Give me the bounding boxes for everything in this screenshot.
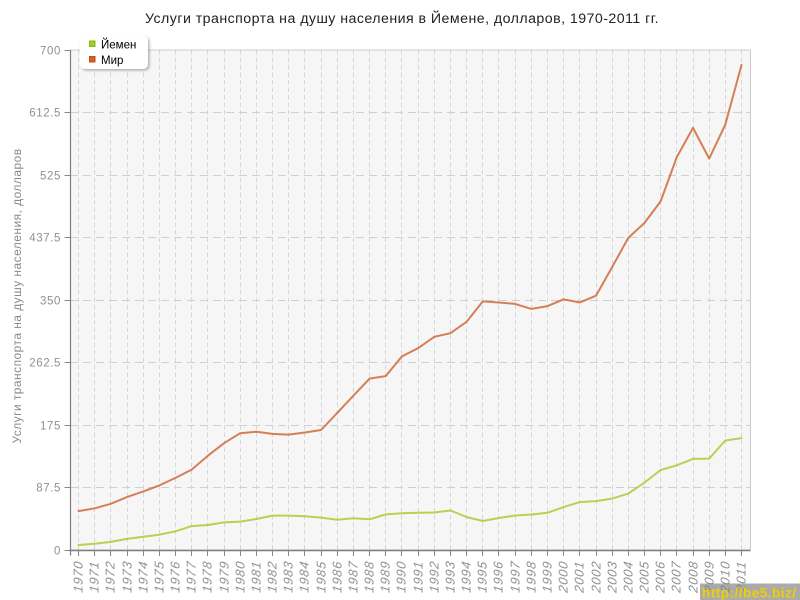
svg-text:0: 0 bbox=[54, 545, 61, 557]
svg-text:Услуги транспорта на душу насе: Услуги транспорта на душу населения, дол… bbox=[10, 148, 24, 443]
svg-text:350: 350 bbox=[40, 295, 61, 307]
svg-text:262.5: 262.5 bbox=[29, 357, 61, 369]
svg-text:1975: 1975 bbox=[151, 560, 166, 594]
svg-text:1981: 1981 bbox=[248, 560, 263, 594]
svg-text:1974: 1974 bbox=[135, 560, 150, 594]
svg-text:2006: 2006 bbox=[652, 560, 667, 595]
svg-text:1985: 1985 bbox=[313, 560, 328, 594]
svg-text:http://be5.biz/: http://be5.biz/ bbox=[702, 586, 797, 600]
svg-text:1971: 1971 bbox=[86, 560, 101, 594]
svg-text:2002: 2002 bbox=[588, 560, 603, 595]
svg-text:87.5: 87.5 bbox=[36, 482, 61, 494]
svg-text:Услуги транспорта на душу насе: Услуги транспорта на душу населения в Йе… bbox=[145, 9, 659, 27]
svg-text:1993: 1993 bbox=[442, 560, 457, 594]
svg-text:2003: 2003 bbox=[604, 560, 619, 595]
svg-text:2008: 2008 bbox=[685, 560, 700, 595]
svg-text:1999: 1999 bbox=[539, 560, 554, 594]
svg-text:1976: 1976 bbox=[167, 560, 182, 594]
svg-text:2007: 2007 bbox=[668, 560, 683, 595]
svg-text:1986: 1986 bbox=[329, 560, 344, 594]
svg-text:1978: 1978 bbox=[199, 560, 214, 594]
svg-text:1983: 1983 bbox=[280, 560, 295, 594]
svg-text:1994: 1994 bbox=[458, 560, 473, 594]
svg-text:1972: 1972 bbox=[102, 560, 117, 594]
svg-text:612.5: 612.5 bbox=[29, 107, 61, 119]
svg-text:1973: 1973 bbox=[119, 560, 134, 594]
svg-text:1989: 1989 bbox=[377, 560, 392, 594]
svg-text:1998: 1998 bbox=[523, 560, 538, 594]
svg-text:1980: 1980 bbox=[232, 560, 247, 594]
svg-text:Мир: Мир bbox=[101, 55, 123, 67]
svg-text:1988: 1988 bbox=[361, 560, 376, 594]
svg-text:2004: 2004 bbox=[620, 560, 635, 595]
svg-text:525: 525 bbox=[40, 170, 61, 182]
svg-text:1992: 1992 bbox=[426, 560, 441, 594]
svg-text:1995: 1995 bbox=[474, 560, 489, 594]
svg-text:1984: 1984 bbox=[296, 560, 311, 594]
svg-text:1982: 1982 bbox=[264, 560, 279, 594]
svg-text:1977: 1977 bbox=[183, 560, 198, 594]
svg-text:175: 175 bbox=[40, 420, 61, 432]
svg-text:1990: 1990 bbox=[393, 560, 408, 594]
svg-text:1997: 1997 bbox=[507, 560, 522, 594]
svg-text:2005: 2005 bbox=[636, 560, 651, 595]
svg-text:1991: 1991 bbox=[410, 560, 425, 594]
svg-text:1979: 1979 bbox=[216, 560, 231, 594]
svg-text:1987: 1987 bbox=[345, 560, 360, 594]
svg-text:2000: 2000 bbox=[555, 560, 570, 595]
svg-text:1996: 1996 bbox=[490, 560, 505, 594]
svg-text:Йемен: Йемен bbox=[101, 38, 136, 51]
svg-text:437.5: 437.5 bbox=[29, 232, 61, 244]
svg-text:700: 700 bbox=[40, 45, 61, 57]
svg-text:2001: 2001 bbox=[571, 560, 586, 595]
svg-text:1970: 1970 bbox=[70, 560, 85, 594]
